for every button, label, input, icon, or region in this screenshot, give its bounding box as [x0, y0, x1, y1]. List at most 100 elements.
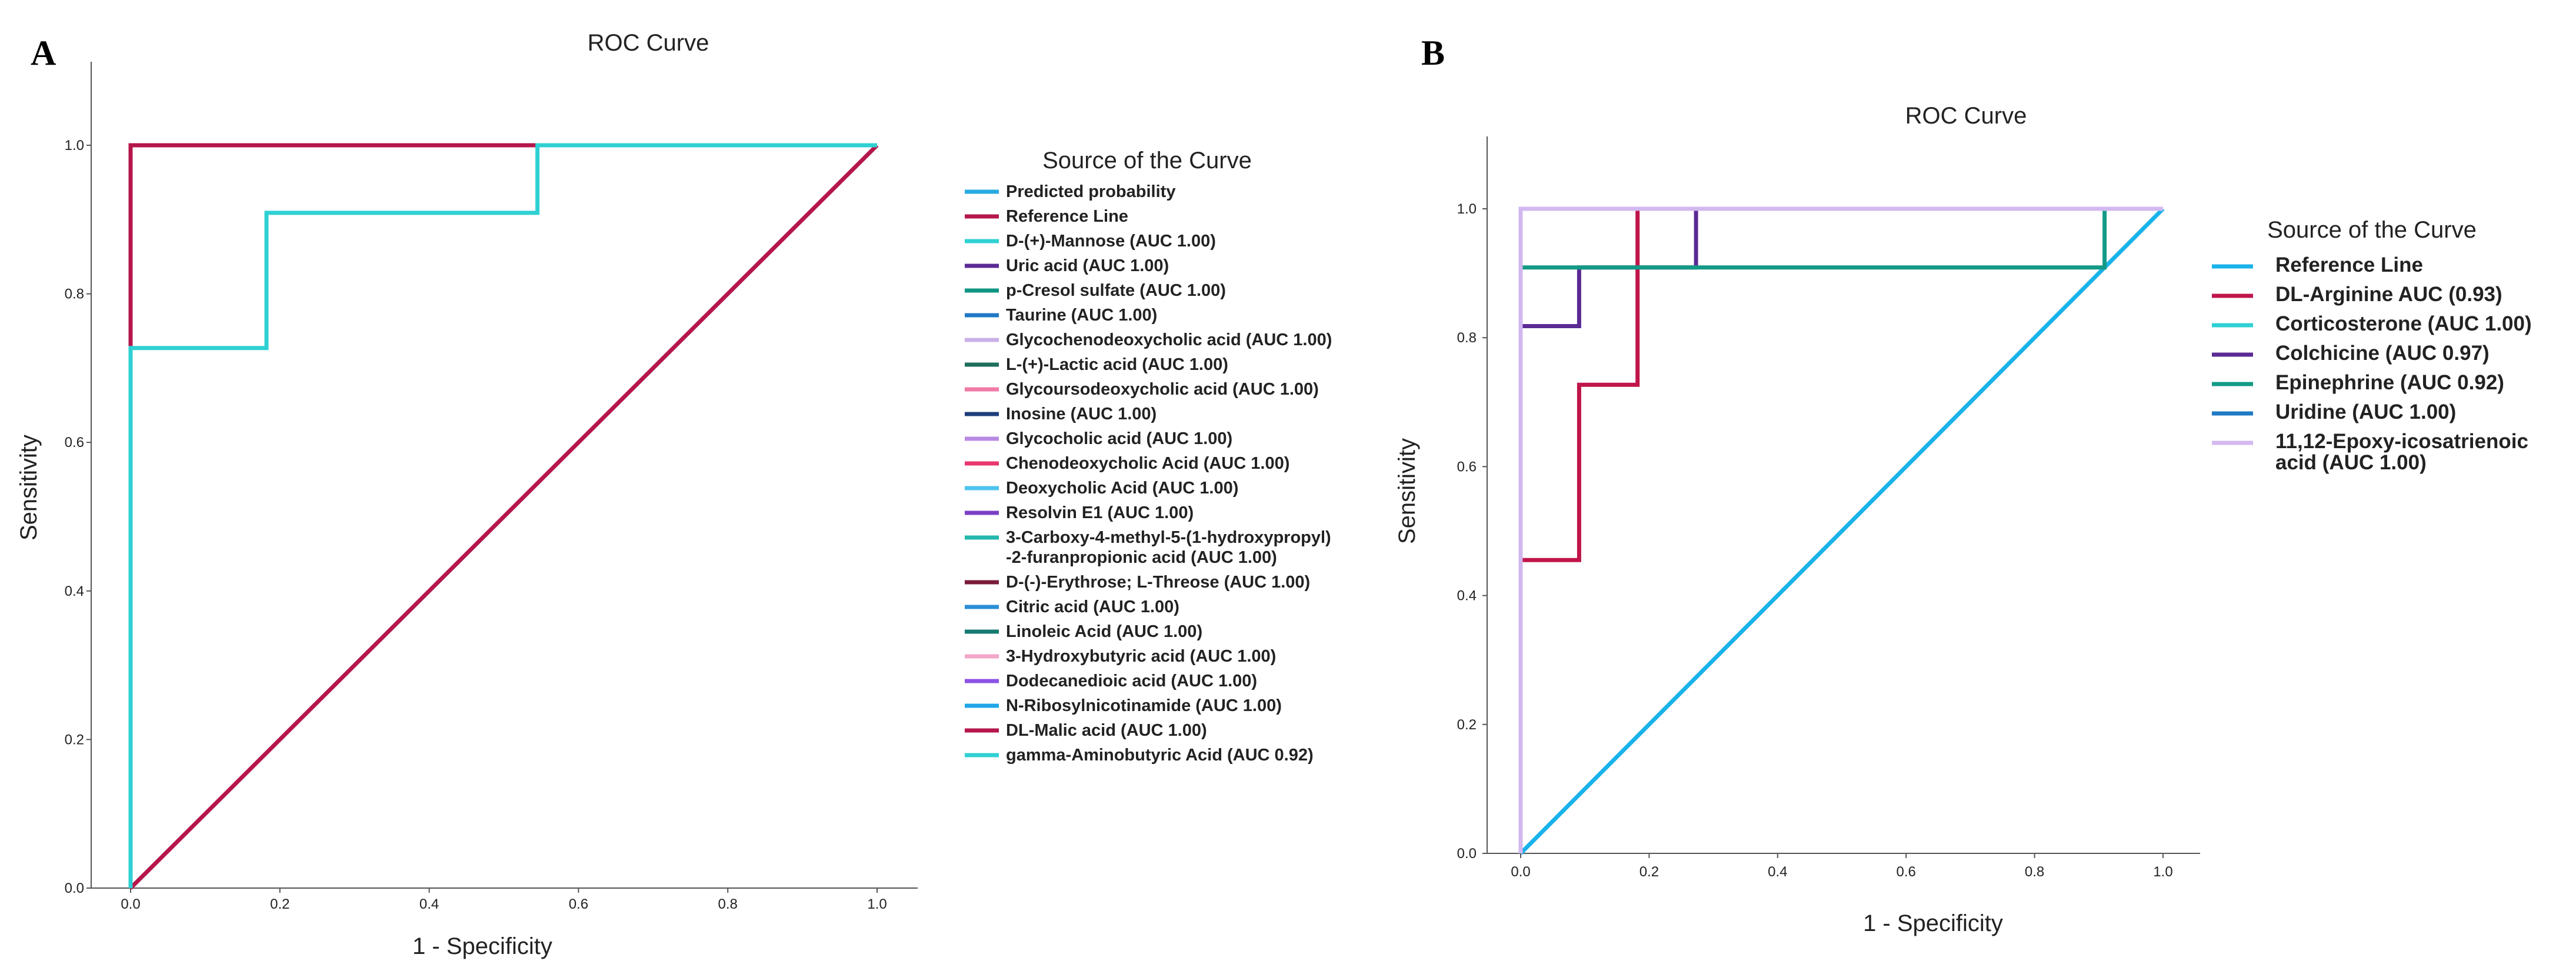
panel-a-legend-item: Glycocholic acid (AUC 1.00): [965, 429, 1232, 448]
panel-a-legend-item: L-(+)-Lactic acid (AUC 1.00): [965, 355, 1228, 374]
panel-a-legend-label: N-Ribosylnicotinamide (AUC 1.00): [1006, 696, 1282, 715]
panel-a-legend-label: Glycocholic acid (AUC 1.00): [1006, 429, 1232, 448]
panel-a-legend-item: Glycoursodeoxycholic acid (AUC 1.00): [965, 380, 1319, 399]
panel-a-legend-label: D-(+)-Mannose (AUC 1.00): [1006, 232, 1216, 251]
panel-b-legend-item: Epinephrine (AUC 0.92): [2212, 371, 2504, 394]
panel-a-legend-item: 3-Hydroxybutyric acid (AUC 1.00): [965, 647, 1276, 666]
panel-a-legend-label: Reference Line: [1006, 207, 1128, 226]
panel-a-legend-item: N-Ribosylnicotinamide (AUC 1.00): [965, 696, 1282, 715]
panel-a-legend-label: Chenodeoxycholic Acid (AUC 1.00): [1006, 454, 1289, 473]
panel-a-legend-label: 3-Hydroxybutyric acid (AUC 1.00): [1006, 647, 1276, 666]
panel-b-legend-item: Corticosterone (AUC 1.00): [2212, 312, 2532, 335]
panel-b-legend-item: Colchicine (AUC 0.97): [2212, 342, 2490, 365]
panel-b-title: ROC Curve: [1905, 103, 2027, 129]
panel-b-legend-label: Uridine (AUC 1.00): [2275, 401, 2456, 423]
panel-b: B ROC Curve 1 - Specificity Sensitivity …: [1394, 34, 2532, 936]
panel-a-legend-label-line2: -2-furanpropionic acid (AUC 1.00): [1006, 548, 1277, 567]
panel-a-legend-label: DL-Malic acid (AUC 1.00): [1006, 721, 1207, 740]
panel-a-legend-label: Uric acid (AUC 1.00): [1006, 256, 1169, 275]
panel-a-y-tick-label: 0.0: [65, 880, 84, 896]
panel-b-series-line-7: [1518, 206, 2163, 853]
panel-a-x-tick-label: 0.2: [270, 896, 289, 912]
panel-a-x-axis-title: 1 - Specificity: [412, 933, 552, 959]
panel-a-letter: A: [31, 34, 56, 72]
panel-b-y-tick-label: 0.2: [1457, 717, 1477, 733]
panel-a-legend-item: D-(+)-Mannose (AUC 1.00): [965, 232, 1216, 251]
panel-b-legend-label-line2: acid (AUC 1.00): [2275, 451, 2427, 474]
panel-a-y-tick-label: 0.2: [65, 732, 84, 748]
panel-a-legend-label: Citric acid (AUC 1.00): [1006, 598, 1179, 616]
panel-a-legend-item: D-(-)-Erythrose; L-Threose (AUC 1.00): [965, 573, 1310, 592]
panel-b-letter: B: [1421, 34, 1445, 72]
panel-b-y-tick-label: 0.8: [1457, 330, 1477, 346]
panel-b-legend-title: Source of the Curve: [2267, 217, 2477, 243]
panel-a-title: ROC Curve: [588, 30, 709, 56]
panel-a-x-tick-label: 0.6: [569, 896, 588, 912]
panel-b-x-tick-label: 0.4: [1768, 864, 1787, 880]
panel-b-legend-item: Uridine (AUC 1.00): [2212, 401, 2456, 423]
panel-a-legend: Predicted probability Reference Line D-(+)…: [965, 182, 1332, 765]
panel-b-y-tick-label: 0.0: [1457, 846, 1477, 862]
panel-a-legend-label: Glycochenodeoxycholic acid (AUC 1.00): [1006, 331, 1332, 349]
panel-a-y-axis-title: Sensitivity: [16, 435, 42, 540]
panel-b-y-tick-label: 0.6: [1457, 459, 1477, 475]
panel-b-x-tick-label: 1.0: [2153, 864, 2172, 880]
panel-a-y-tick-label: 1.0: [65, 138, 84, 154]
panel-a-legend-label: L-(+)-Lactic acid (AUC 1.00): [1006, 355, 1228, 374]
panel-a-legend-item: Citric acid (AUC 1.00): [965, 598, 1179, 616]
panel-a-legend-label: p-Cresol sulfate (AUC 1.00): [1006, 281, 1226, 300]
panel-b-legend: Reference Line DL-Arginine AUC (0.93) Cort…: [2212, 253, 2532, 474]
panel-a-legend-title: Source of the Curve: [1042, 148, 1252, 173]
panel-a-legend-item: Glycochenodeoxycholic acid (AUC 1.00): [965, 331, 1332, 349]
panel-a-legend-item: Chenodeoxycholic Acid (AUC 1.00): [965, 454, 1289, 473]
panel-a-legend-label: Inosine (AUC 1.00): [1006, 405, 1157, 423]
panel-a-legend-label: 3-Carboxy-4-methyl-5-(1-hydroxypropyl): [1006, 528, 1331, 547]
panel-a-legend-item: DL-Malic acid (AUC 1.00): [965, 721, 1207, 740]
panel-b-x-tick-label: 0.2: [1639, 864, 1659, 880]
panel-a-legend-item: Predicted probability: [965, 182, 1175, 201]
panel-b-x-tick-label: 0.6: [1897, 864, 1916, 880]
panel-b-y-tick-label: 1.0: [1457, 201, 1477, 217]
panel-b-legend-label: DL-Arginine AUC (0.93): [2275, 283, 2502, 306]
panel-a-legend-label: Glycoursodeoxycholic acid (AUC 1.00): [1006, 380, 1319, 399]
panel-a-legend-item: Uric acid (AUC 1.00): [965, 256, 1169, 275]
panel-b-legend-label: Colchicine (AUC 0.97): [2275, 342, 2490, 365]
panel-b-legend-label: Reference Line: [2275, 253, 2423, 276]
panel-a-legend-label: D-(-)-Erythrose; L-Threose (AUC 1.00): [1006, 573, 1310, 592]
panel-a-y-tick-label: 0.4: [65, 583, 84, 599]
panel-a-plot: 0.0 0.2 0.4 0.6 0.8 1.0 0.0 0.2 0.4 0.6 0.8 1.0: [65, 62, 918, 912]
panel-a-y-tick-label: 0.6: [65, 435, 84, 451]
panel-a-legend-label: Dodecanedioic acid (AUC 1.00): [1006, 672, 1257, 690]
panel-a-legend-item: Dodecanedioic acid (AUC 1.00): [965, 672, 1257, 690]
panel-a-x-tick-label: 1.0: [867, 896, 887, 912]
panel-a-x-tick-label: 0.0: [121, 896, 140, 912]
panel-a-series-line-3: [128, 143, 877, 888]
panel-b-plot: 0.0 0.2 0.4 0.6 0.8 1.0 0.0 0.2 0.4 0.6 0.8 1.0: [1457, 136, 2200, 880]
panel-a-legend-label: Resolvin E1 (AUC 1.00): [1006, 503, 1194, 522]
panel-a-legend-label: Predicted probability: [1006, 182, 1175, 201]
panel-b-x-tick-label: 0.0: [1511, 864, 1530, 880]
panel-a-legend-item: Deoxycholic Acid (AUC 1.00): [965, 479, 1238, 498]
panel-a-legend-item: gamma-Aminobutyric Acid (AUC 0.92): [965, 746, 1314, 765]
panel-a-x-tick-label: 0.8: [718, 896, 738, 912]
panel-b-legend-item: Reference Line: [2212, 253, 2423, 276]
panel-b-x-tick-label: 0.8: [2025, 864, 2044, 880]
panel-a-legend-label: Taurine (AUC 1.00): [1006, 306, 1157, 325]
panel-b-legend-label: Epinephrine (AUC 0.92): [2275, 371, 2504, 394]
panel-b-legend-item: DL-Arginine AUC (0.93): [2212, 283, 2502, 306]
panel-b-legend-label: 11,12-Epoxy-icosatrienoic: [2275, 430, 2528, 453]
panel-a-series-line-1: [129, 144, 879, 890]
panel-a-y-tick-label: 0.8: [65, 286, 84, 302]
panel-b-y-axis-title: Sensitivity: [1394, 438, 1420, 544]
panel-a-legend-item: p-Cresol sulfate (AUC 1.00): [965, 281, 1226, 300]
panel-a-legend-item: Reference Line: [965, 207, 1128, 226]
panel-a-legend-item: Inosine (AUC 1.00): [965, 405, 1157, 423]
panel-a-legend-label: Deoxycholic Acid (AUC 1.00): [1006, 479, 1238, 498]
panel-a-legend-item: Linoleic Acid (AUC 1.00): [965, 622, 1202, 641]
panel-a-legend-label: Linoleic Acid (AUC 1.00): [1006, 622, 1202, 641]
panel-b-x-axis-title: 1 - Specificity: [1863, 910, 2003, 936]
panel-b-y-tick-label: 0.4: [1457, 588, 1477, 604]
panel-a-legend-label: gamma-Aminobutyric Acid (AUC 0.92): [1006, 746, 1314, 765]
